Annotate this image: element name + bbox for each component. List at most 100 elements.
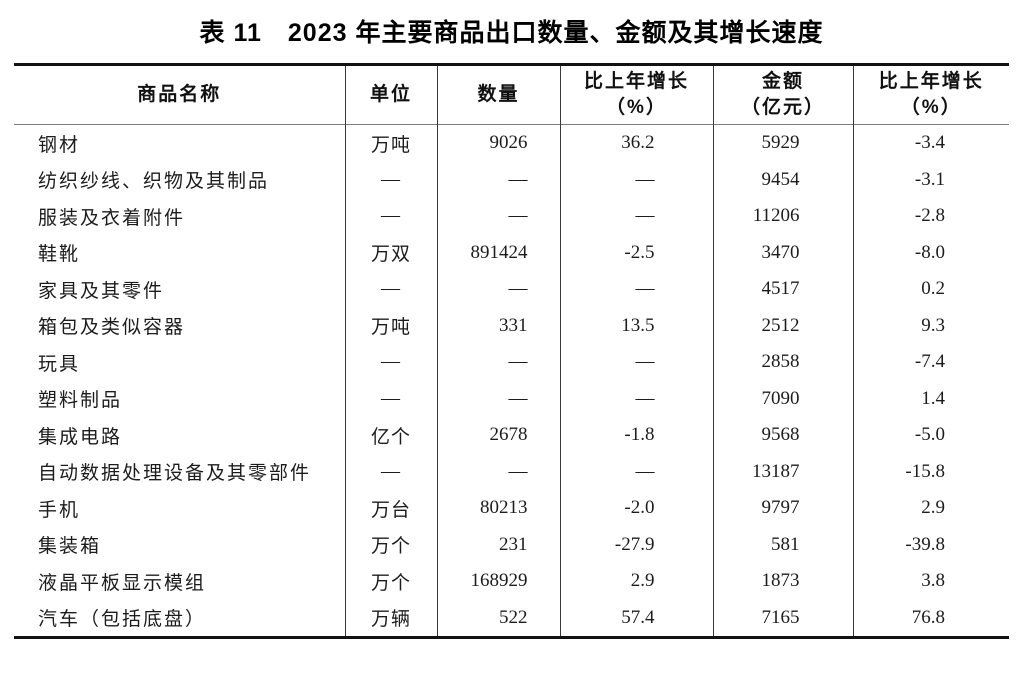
amount-cell: 2858 (713, 344, 854, 381)
commodity-name-cell: 汽车（包括底盘） (14, 599, 346, 638)
quantity-cell: 2678 (437, 417, 561, 454)
table-row: 手机 万台 80213 -2.0 9797 2.9 (14, 490, 1009, 527)
table-row: 箱包及类似容器 万吨 331 13.5 2512 9.3 (14, 307, 1009, 344)
quantity-cell: 168929 (437, 563, 561, 600)
amount-cell: 5929 (713, 124, 854, 162)
amount-cell: 9454 (713, 161, 854, 198)
unit-cell: 万吨 (345, 307, 438, 344)
table-row: 集装箱 万个 231 -27.9 581 -39.8 (14, 526, 1009, 563)
table-row: 鞋靴 万双 891424 -2.5 3470 -8.0 (14, 234, 1009, 271)
amount-cell: 7165 (713, 599, 854, 638)
commodity-name-cell: 集成电路 (14, 417, 346, 454)
amount-cell: 1873 (713, 563, 854, 600)
commodity-name-cell: 集装箱 (14, 526, 346, 563)
unit-cell: — (345, 344, 438, 381)
table-row: 服装及衣着附件 — — —11206 -2.8 (14, 198, 1009, 235)
commodity-name-cell: 自动数据处理设备及其零部件 (14, 453, 346, 490)
quantity-cell: 9026 (437, 124, 561, 162)
table-row: 自动数据处理设备及其零部件 — — —13187 -15.8 (14, 453, 1009, 490)
header-quantity-growth: 比上年增长 （%） (560, 64, 714, 125)
amount-growth-cell: -3.4 (914, 132, 945, 154)
table-row: 集成电路 亿个 2678 -1.8 9568 -5.0 (14, 417, 1009, 454)
unit-cell: — (345, 198, 438, 235)
commodity-name-cell: 手机 (14, 490, 346, 527)
quantity-cell: — (437, 161, 561, 198)
amount-cell: 3470 (713, 234, 854, 271)
amount-cell: 581 (713, 526, 854, 563)
quantity-cell: — (437, 198, 561, 235)
amount-growth-cell: -8.0 (914, 241, 945, 263)
quantity-cell: — (437, 271, 561, 308)
table-row: 汽车（包括底盘） 万辆 522 57.4 7165 76.8 (14, 599, 1009, 638)
amount-growth-cell: 9.3 (921, 314, 945, 336)
amount-growth-cell: 3.8 (921, 570, 945, 592)
table-row: 钢材 万吨 9026 36.2 5929 -3.4 (14, 124, 1009, 162)
quantity-growth-cell: — (560, 344, 714, 381)
commodity-name-cell: 服装及衣着附件 (14, 198, 346, 235)
quantity-cell: 80213 (437, 490, 561, 527)
amount-growth-cell: 76.8 (911, 606, 945, 628)
amount-cell: 2512 (713, 307, 854, 344)
quantity-growth-cell: — (560, 161, 714, 198)
table-row: 塑料制品 — — —7090 1.4 (14, 380, 1009, 417)
unit-cell: — (345, 271, 438, 308)
unit-cell: — (345, 380, 438, 417)
header-amount-growth: 比上年增长 （%） (878, 71, 984, 118)
quantity-cell: — (437, 344, 561, 381)
amount-cell: 4517 (713, 271, 854, 308)
header-row: 商品名称 单位 数量 比上年增长 （%） 金额 （亿元） (14, 64, 1009, 125)
quantity-growth-cell: 57.4 (560, 599, 714, 638)
commodity-name-cell: 纺织纱线、织物及其制品 (14, 161, 346, 198)
commodity-name-cell: 家具及其零件 (14, 271, 346, 308)
unit-cell: 亿个 (345, 417, 438, 454)
amount-growth-cell: 1.4 (921, 387, 945, 409)
unit-cell: 万双 (345, 234, 438, 271)
commodity-name-cell: 鞋靴 (14, 234, 346, 271)
amount-cell: 9568 (713, 417, 854, 454)
quantity-growth-cell: — (560, 453, 714, 490)
quantity-cell: 331 (437, 307, 561, 344)
quantity-cell: 231 (437, 526, 561, 563)
commodity-name-cell: 钢材 (14, 124, 346, 162)
commodity-name-cell: 塑料制品 (14, 380, 346, 417)
quantity-cell: — (437, 380, 561, 417)
export-commodities-table: 商品名称 单位 数量 比上年增长 （%） 金额 （亿元） (14, 63, 1009, 639)
unit-cell: — (345, 161, 438, 198)
amount-growth-cell: -7.4 (914, 351, 945, 373)
header-commodity-name: 商品名称 (14, 64, 346, 125)
header-quantity: 数量 (437, 64, 561, 125)
commodity-name-cell: 液晶平板显示模组 (14, 563, 346, 600)
unit-cell: — (345, 453, 438, 490)
table-title: 表 11 2023 年主要商品出口数量、金额及其增长速度 (199, 19, 824, 47)
unit-cell: 万台 (345, 490, 438, 527)
quantity-cell: 891424 (437, 234, 561, 271)
amount-growth-cell: 2.9 (921, 497, 945, 519)
quantity-growth-cell: -1.8 (560, 417, 714, 454)
quantity-growth-cell: 36.2 (560, 124, 714, 162)
unit-cell: 万个 (345, 563, 438, 600)
table-row: 液晶平板显示模组 万个 168929 2.9 1873 3.8 (14, 563, 1009, 600)
unit-cell: 万吨 (345, 124, 438, 162)
quantity-cell: — (437, 453, 561, 490)
quantity-growth-cell: -2.0 (560, 490, 714, 527)
amount-growth-cell: -2.8 (914, 205, 945, 227)
quantity-growth-cell: -27.9 (560, 526, 714, 563)
amount-growth-cell: -5.0 (914, 424, 945, 446)
table-row: 家具及其零件 — — —4517 0.2 (14, 271, 1009, 308)
amount-growth-cell: 0.2 (921, 278, 945, 300)
amount-cell: 9797 (713, 490, 854, 527)
table-body: 钢材 万吨 9026 36.2 5929 -3.4 纺织纱线、织物及其制品 — — —9454 -3… (14, 124, 1009, 638)
commodity-name-cell: 玩具 (14, 344, 346, 381)
header-amount: 金额 （亿元） (713, 64, 854, 125)
amount-cell: 13187 (713, 453, 854, 490)
amount-growth-cell: -15.8 (905, 460, 945, 482)
header-unit: 单位 (345, 64, 438, 125)
table-header: 商品名称 单位 数量 比上年增长 （%） 金额 （亿元） (14, 64, 1009, 125)
unit-cell: 万辆 (345, 599, 438, 638)
quantity-growth-cell: 2.9 (560, 563, 714, 600)
quantity-growth-cell: — (560, 380, 714, 417)
unit-cell: 万个 (345, 526, 438, 563)
quantity-growth-cell: — (560, 271, 714, 308)
quantity-growth-cell: 13.5 (560, 307, 714, 344)
